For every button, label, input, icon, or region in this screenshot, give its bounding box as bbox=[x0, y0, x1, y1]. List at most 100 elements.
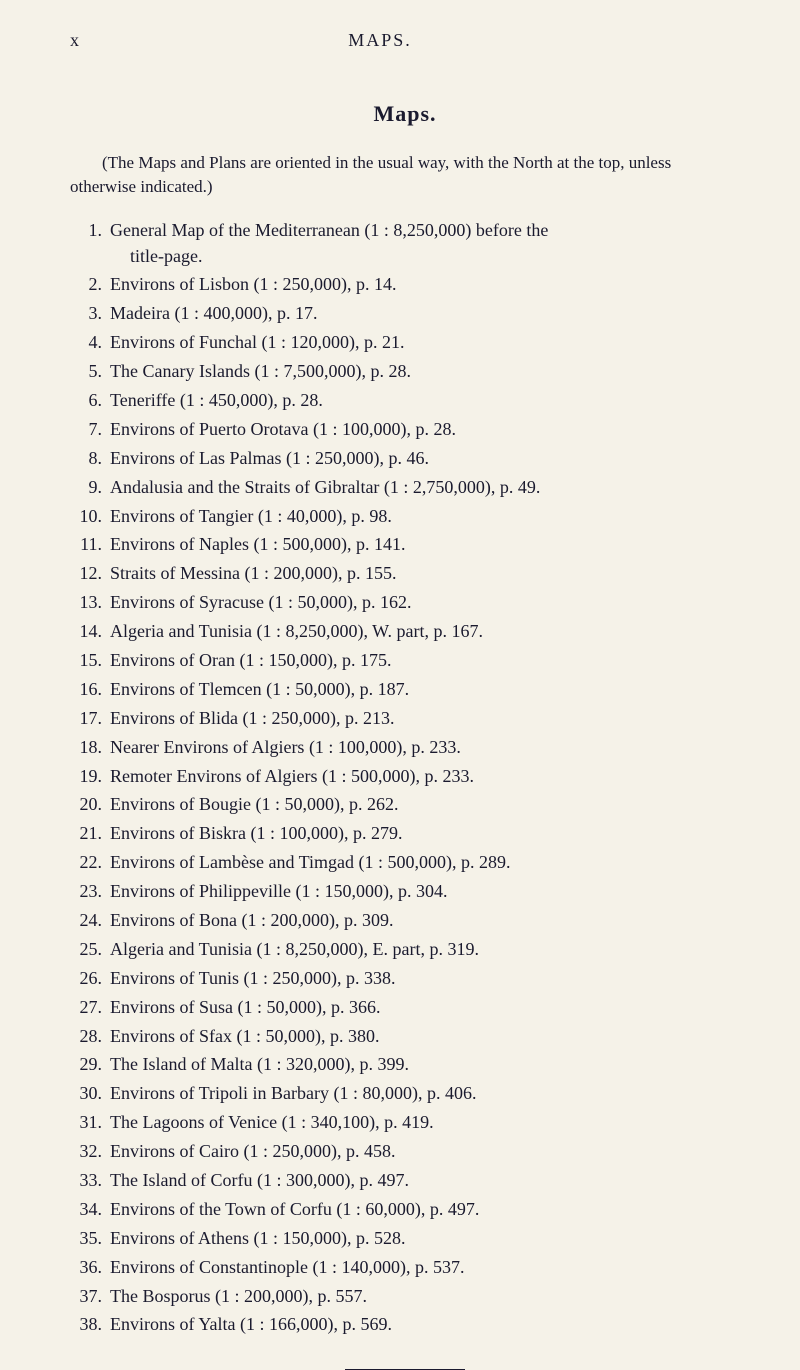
item-text: Environs of Naples (1 : 500,000), p. 141… bbox=[110, 531, 740, 559]
item-text: Environs of Tlemcen (1 : 50,000), p. 187… bbox=[110, 676, 740, 704]
item-number: 7. bbox=[70, 416, 110, 444]
item-number: 10. bbox=[70, 503, 110, 531]
list-item: 19.Remoter Environs of Algiers (1 : 500,… bbox=[70, 763, 740, 791]
item-number: 33. bbox=[70, 1167, 110, 1195]
list-item: 5.The Canary Islands (1 : 7,500,000), p.… bbox=[70, 358, 740, 386]
item-text: The Bosporus (1 : 200,000), p. 557. bbox=[110, 1283, 740, 1311]
item-text: Environs of Lisbon (1 : 250,000), p. 14. bbox=[110, 271, 740, 299]
list-item: 28.Environs of Sfax (1 : 50,000), p. 380… bbox=[70, 1023, 740, 1051]
list-item: 9.Andalusia and the Straits of Gibraltar… bbox=[70, 474, 740, 502]
item-number: 11. bbox=[70, 531, 110, 559]
item-number: 25. bbox=[70, 936, 110, 964]
item-number: 17. bbox=[70, 705, 110, 733]
item-number: 20. bbox=[70, 791, 110, 819]
list-item: 27.Environs of Susa (1 : 50,000), p. 366… bbox=[70, 994, 740, 1022]
list-item: 31.The Lagoons of Venice (1 : 340,100), … bbox=[70, 1109, 740, 1137]
item-number: 23. bbox=[70, 878, 110, 906]
item-text: Environs of Blida (1 : 250,000), p. 213. bbox=[110, 705, 740, 733]
list-item: 8.Environs of Las Palmas (1 : 250,000), … bbox=[70, 445, 740, 473]
list-item: 36.Environs of Constantinople (1 : 140,0… bbox=[70, 1254, 740, 1282]
item-number: 15. bbox=[70, 647, 110, 675]
list-item: 32.Environs of Cairo (1 : 250,000), p. 4… bbox=[70, 1138, 740, 1166]
item-text: Algeria and Tunisia (1 : 8,250,000), W. … bbox=[110, 618, 740, 646]
item-text: Environs of Oran (1 : 150,000), p. 175. bbox=[110, 647, 740, 675]
item-number: 21. bbox=[70, 820, 110, 848]
item-text: Environs of Athens (1 : 150,000), p. 528… bbox=[110, 1225, 740, 1253]
list-item: 37.The Bosporus (1 : 200,000), p. 557. bbox=[70, 1283, 740, 1311]
item-text: Straits of Messina (1 : 200,000), p. 155… bbox=[110, 560, 740, 588]
item-continuation: title-page. bbox=[70, 243, 740, 271]
item-number: 4. bbox=[70, 329, 110, 357]
intro-note: (The Maps and Plans are oriented in the … bbox=[70, 151, 740, 199]
item-text: Environs of the Town of Corfu (1 : 60,00… bbox=[110, 1196, 740, 1224]
page-header: x MAPS. bbox=[70, 30, 740, 51]
item-text: Teneriffe (1 : 450,000), p. 28. bbox=[110, 387, 740, 415]
list-item: 3.Madeira (1 : 400,000), p. 17. bbox=[70, 300, 740, 328]
item-number: 24. bbox=[70, 907, 110, 935]
item-text: Environs of Philippeville (1 : 150,000),… bbox=[110, 878, 740, 906]
item-text: Environs of Yalta (1 : 166,000), p. 569. bbox=[110, 1311, 740, 1339]
list-item: 16.Environs of Tlemcen (1 : 50,000), p. … bbox=[70, 676, 740, 704]
item-text: The Island of Malta (1 : 320,000), p. 39… bbox=[110, 1051, 740, 1079]
item-text: Environs of Tunis (1 : 250,000), p. 338. bbox=[110, 965, 740, 993]
list-item: 2.Environs of Lisbon (1 : 250,000), p. 1… bbox=[70, 271, 740, 299]
list-item: 23.Environs of Philippeville (1 : 150,00… bbox=[70, 878, 740, 906]
item-number: 12. bbox=[70, 560, 110, 588]
list-item: 38.Environs of Yalta (1 : 166,000), p. 5… bbox=[70, 1311, 740, 1339]
item-number: 28. bbox=[70, 1023, 110, 1051]
item-number: 19. bbox=[70, 763, 110, 791]
list-item: 20.Environs of Bougie (1 : 50,000), p. 2… bbox=[70, 791, 740, 819]
list-item: 11.Environs of Naples (1 : 500,000), p. … bbox=[70, 531, 740, 559]
item-text: Madeira (1 : 400,000), p. 17. bbox=[110, 300, 740, 328]
list-item: 26.Environs of Tunis (1 : 250,000), p. 3… bbox=[70, 965, 740, 993]
item-number: 16. bbox=[70, 676, 110, 704]
item-number: 29. bbox=[70, 1051, 110, 1079]
list-item: 22.Environs of Lambèse and Timgad (1 : 5… bbox=[70, 849, 740, 877]
item-text: Algeria and Tunisia (1 : 8,250,000), E. … bbox=[110, 936, 740, 964]
page-number: x bbox=[70, 30, 80, 51]
item-text: Environs of Puerto Orotava (1 : 100,000)… bbox=[110, 416, 740, 444]
item-text: Nearer Environs of Algiers (1 : 100,000)… bbox=[110, 734, 740, 762]
list-item: 34.Environs of the Town of Corfu (1 : 60… bbox=[70, 1196, 740, 1224]
list-item: 4.Environs of Funchal (1 : 120,000), p. … bbox=[70, 329, 740, 357]
list-item: 25.Algeria and Tunisia (1 : 8,250,000), … bbox=[70, 936, 740, 964]
list-item: 6.Teneriffe (1 : 450,000), p. 28. bbox=[70, 387, 740, 415]
item-text: Environs of Sfax (1 : 50,000), p. 380. bbox=[110, 1023, 740, 1051]
item-text: The Island of Corfu (1 : 300,000), p. 49… bbox=[110, 1167, 740, 1195]
list-item: 7.Environs of Puerto Orotava (1 : 100,00… bbox=[70, 416, 740, 444]
item-number: 22. bbox=[70, 849, 110, 877]
item-number: 5. bbox=[70, 358, 110, 386]
item-number: 32. bbox=[70, 1138, 110, 1166]
list-item: 29.The Island of Malta (1 : 320,000), p.… bbox=[70, 1051, 740, 1079]
list-item: 1.General Map of the Mediterranean (1 : … bbox=[70, 217, 740, 245]
item-number: 38. bbox=[70, 1311, 110, 1339]
item-number: 6. bbox=[70, 387, 110, 415]
item-number: 36. bbox=[70, 1254, 110, 1282]
item-number: 27. bbox=[70, 994, 110, 1022]
item-text: General Map of the Mediterranean (1 : 8,… bbox=[110, 217, 740, 245]
list-item: 13.Environs of Syracuse (1 : 50,000), p.… bbox=[70, 589, 740, 617]
item-text: Environs of Constantinople (1 : 140,000)… bbox=[110, 1254, 740, 1282]
item-number: 14. bbox=[70, 618, 110, 646]
maps-list: 1.General Map of the Mediterranean (1 : … bbox=[70, 217, 740, 1340]
item-text: Environs of Las Palmas (1 : 250,000), p.… bbox=[110, 445, 740, 473]
item-number: 3. bbox=[70, 300, 110, 328]
item-text: Environs of Bougie (1 : 50,000), p. 262. bbox=[110, 791, 740, 819]
list-item: 18.Nearer Environs of Algiers (1 : 100,0… bbox=[70, 734, 740, 762]
item-number: 35. bbox=[70, 1225, 110, 1253]
item-number: 31. bbox=[70, 1109, 110, 1137]
item-number: 1. bbox=[70, 217, 110, 245]
item-text: Environs of Tangier (1 : 40,000), p. 98. bbox=[110, 503, 740, 531]
running-head: MAPS. bbox=[348, 30, 412, 51]
item-number: 9. bbox=[70, 474, 110, 502]
item-number: 2. bbox=[70, 271, 110, 299]
list-item: 35.Environs of Athens (1 : 150,000), p. … bbox=[70, 1225, 740, 1253]
item-number: 13. bbox=[70, 589, 110, 617]
list-item: 30.Environs of Tripoli in Barbary (1 : 8… bbox=[70, 1080, 740, 1108]
list-item: 12.Straits of Messina (1 : 200,000), p. … bbox=[70, 560, 740, 588]
item-number: 37. bbox=[70, 1283, 110, 1311]
item-text: Environs of Funchal (1 : 120,000), p. 21… bbox=[110, 329, 740, 357]
list-item: 21.Environs of Biskra (1 : 100,000), p. … bbox=[70, 820, 740, 848]
item-number: 34. bbox=[70, 1196, 110, 1224]
section-title: Maps. bbox=[70, 101, 740, 127]
